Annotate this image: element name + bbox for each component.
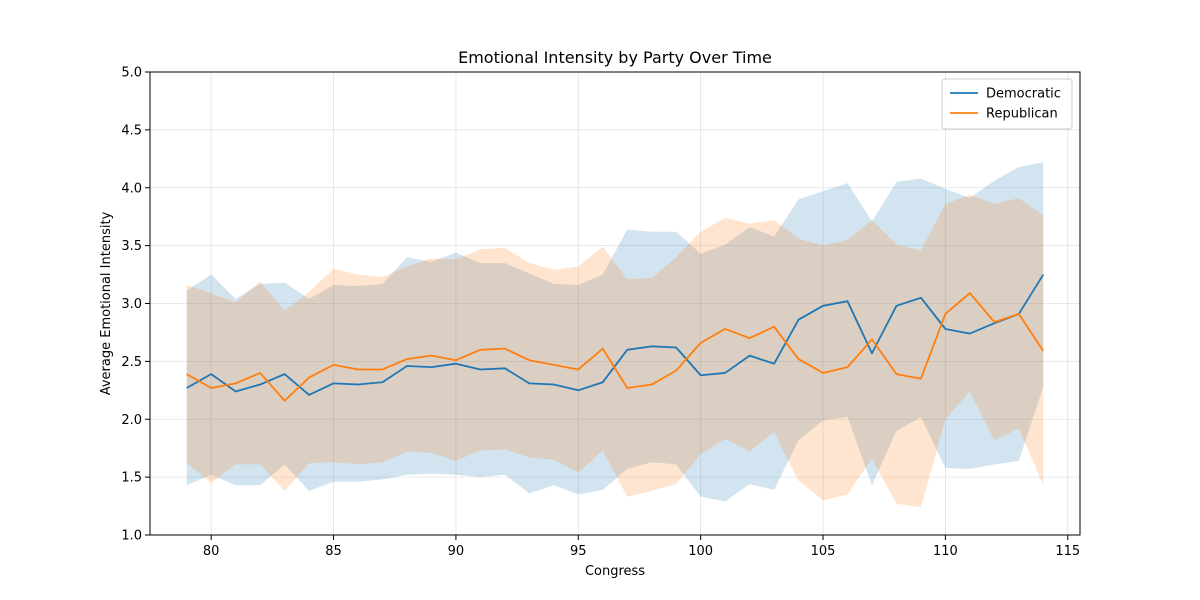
y-axis-label: Average Emotional Intensity [99,211,114,395]
series-lines [186,274,1045,402]
x-tick-label: 85 [325,544,342,559]
y-tick-label: 1.5 [121,471,142,486]
republican-legend-label: Republican [986,107,1058,122]
y-tick-label: 3.0 [121,297,142,312]
chart-title: Emotional Intensity by Party Over Time [458,48,772,67]
x-tick-label: 80 [203,544,220,559]
y-tick-label: 1.0 [121,529,142,544]
republican-confidence-band [186,194,1044,508]
democratic-series-line [186,274,1045,396]
y-tick-label: 2.0 [121,413,142,428]
republican-series-line [186,292,1045,402]
x-tick-label: 95 [570,544,587,559]
y-tick-label: 5.0 [121,66,142,81]
x-tick-label: 110 [933,544,958,559]
y-tick-label: 4.5 [121,123,142,138]
x-tick-label: 90 [448,544,465,559]
axis-ticks: 80 85 90 95 100 105 110 115 1.0 1.5 2.0 2.5 3.0 3.5 4.… [121,66,1080,560]
y-tick-label: 4.0 [121,181,142,196]
x-tick-label: 115 [1055,544,1080,559]
y-tick-label: 2.5 [121,355,142,370]
legend-box [941,78,1073,130]
confidence-bands [186,162,1044,508]
x-tick-label: 100 [688,544,713,559]
democratic-confidence-band [186,162,1044,502]
y-tick-label: 3.5 [121,239,142,254]
x-axis-label: Congress [585,564,645,579]
legend: Democratic Republican [941,78,1073,130]
democratic-legend-label: Democratic [986,87,1061,102]
x-tick-label: 105 [811,544,836,559]
